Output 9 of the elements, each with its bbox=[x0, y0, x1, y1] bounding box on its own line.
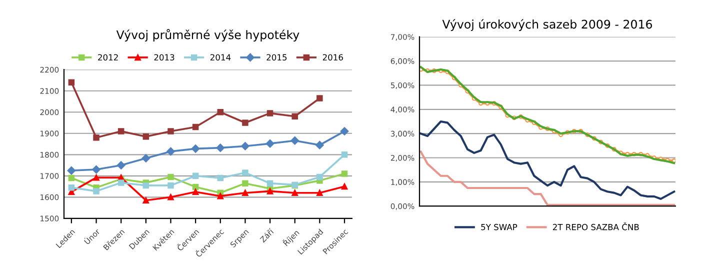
legend-label: 2014 bbox=[210, 54, 231, 60]
legend-label: 2012 bbox=[98, 54, 118, 60]
legend-label: 2015 bbox=[266, 54, 287, 60]
chart-title: Vývoj úrokových sazeb 2009 - 2016 bbox=[442, 19, 652, 31]
legend-label: 2013 bbox=[154, 54, 174, 60]
legend-label: 2T REPO SAZBA ČNB bbox=[552, 222, 639, 230]
legend-label: 5Y SWAP bbox=[481, 224, 518, 230]
legend-label: 2016 bbox=[322, 54, 343, 60]
chart-title: Vývoj průměrné výše hypotéky bbox=[116, 29, 300, 42]
